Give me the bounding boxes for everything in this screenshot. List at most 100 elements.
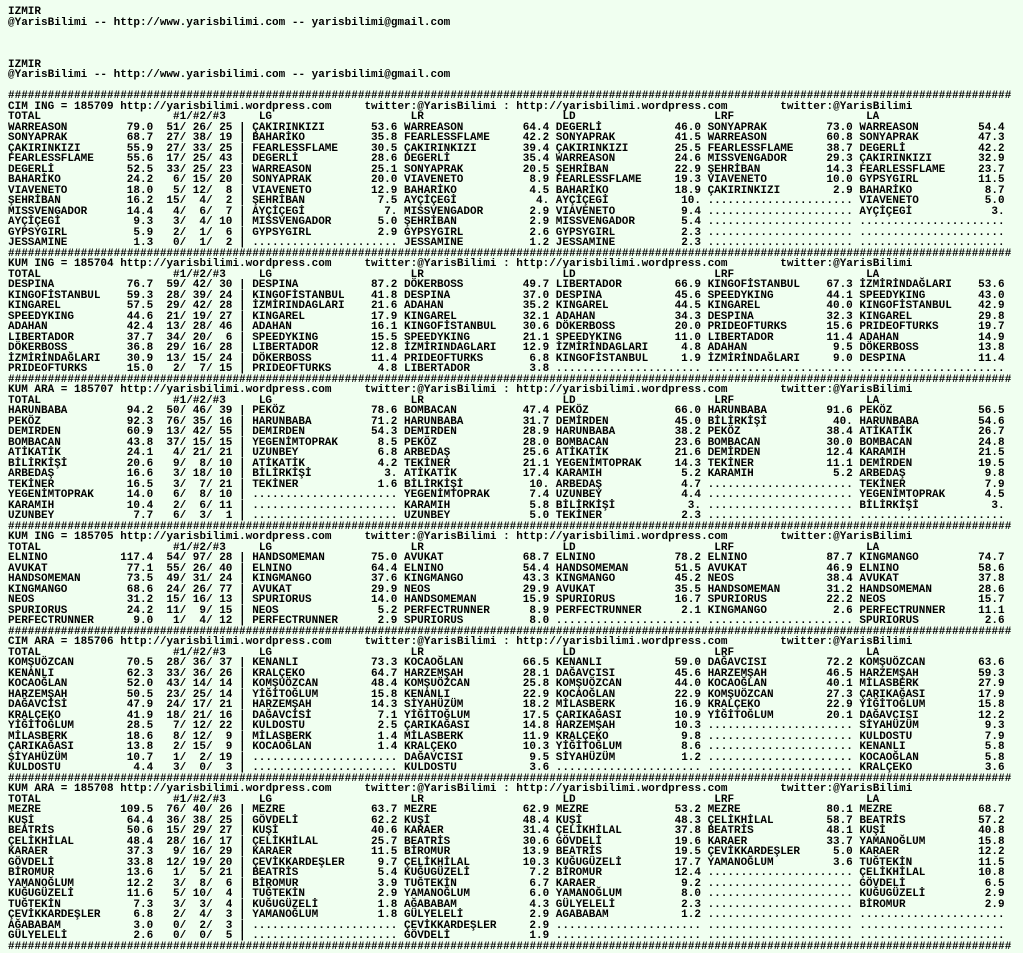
site-url: http://yarisbilimi.wordpress.com xyxy=(120,531,332,543)
column-header-lr: LR xyxy=(410,394,424,407)
column-divider: | xyxy=(238,699,246,711)
lg-score: 37.6 xyxy=(370,573,398,585)
colon: : xyxy=(503,384,510,396)
ld-horse: KINGMANGO xyxy=(555,573,616,585)
lrf-score: 38.4 xyxy=(826,573,853,585)
la-score: 37.8 xyxy=(978,573,1005,585)
la-empty: ...................... xyxy=(859,930,1005,942)
horse-name: TEKİNER xyxy=(8,478,55,491)
lr-score: 5.8 xyxy=(529,499,550,512)
colon: : xyxy=(503,636,510,648)
lrf-empty: ...................... xyxy=(707,730,853,743)
lr-score: 6.0 xyxy=(529,888,550,900)
total-score: 44.6 xyxy=(126,310,154,323)
lg-horse: LIBERTADOR xyxy=(252,342,319,354)
lr-horse: GYPSYGIRL xyxy=(403,226,464,239)
lrf-score: 67.3 xyxy=(826,279,853,291)
ld-score: 45.0 xyxy=(674,415,701,428)
lr-horse: KARAMIH xyxy=(404,499,451,512)
header-contact: @YarisBilimi -- http://www.yarisbilimi.c… xyxy=(8,16,451,29)
ld-horse: HARUNBABA xyxy=(555,426,616,438)
place-counts: 3/ 8/ 6 xyxy=(172,877,233,890)
horse-name: GYPSYGIRL xyxy=(8,226,68,239)
lg-score: 7. xyxy=(384,205,398,218)
la-score: 15.7 xyxy=(978,594,1005,606)
table-row: YEGENİMTOPRAK 14.0 6/ 8/ 10 |..............… xyxy=(8,490,1023,501)
column-divider: | xyxy=(238,825,246,837)
place-counts: 28/ 16/ 17 xyxy=(166,835,233,848)
site-url: http://yarisbilimi.wordpress.com xyxy=(120,258,332,270)
lr-score: 37.0 xyxy=(522,289,550,302)
lr-horse: KUĞUGÜZELİ xyxy=(403,867,470,879)
ld-score: 8.0 xyxy=(681,888,701,900)
ld-horse: ADAHAN xyxy=(555,310,596,323)
column-header-la: LA xyxy=(866,646,880,659)
table-row: MEZRE 109.5 76/ 40/ 26 | MEZRE 63.7 MEZRE 62.9 M… xyxy=(8,805,1023,816)
place-counts: 76/ 35/ 16 xyxy=(166,415,233,428)
lg-horse: KRALÇEKO xyxy=(252,667,305,680)
place-counts: 27/ 33/ 25 xyxy=(166,142,233,155)
twitter-handle: twitter:@YarisBilimi xyxy=(780,100,913,113)
la-horse: BOMBACAN xyxy=(859,436,913,449)
column-divider: | xyxy=(238,205,246,218)
la-horse: HARUNBABA xyxy=(859,415,919,428)
total-score: 62.3 xyxy=(126,667,154,680)
ld-score: 41.5 xyxy=(674,132,701,144)
lrf-score: 60.8 xyxy=(826,132,853,144)
lr-score: 1.9 xyxy=(529,930,550,942)
ld-empty: ...................... xyxy=(555,930,702,942)
horse-name: SPEEDYKING xyxy=(8,310,75,323)
lr-horse: KUŞİ xyxy=(403,814,431,827)
column-header-la: LA xyxy=(866,541,880,554)
total-score: 59.3 xyxy=(126,289,154,302)
table-row: ŞİYAHÜZÜM 10.7 1/ 2/ 19 |..................… xyxy=(8,751,1023,764)
table-row: KRALÇEKO 41.9 18/ 21/ 16 | DAĞAVCİSİ 7.1 YİĞİT… xyxy=(8,710,1023,722)
column-divider: | xyxy=(238,667,246,680)
column-divider: | xyxy=(238,583,246,596)
lg-score: 20.0 xyxy=(370,174,398,186)
lrf-horse: DEMİRDEN xyxy=(707,447,761,459)
horse-name: KUŞİ xyxy=(8,814,35,827)
column-header-lg: LG xyxy=(258,268,273,281)
place-counts: 28/ 36/ 37 xyxy=(166,657,233,669)
race-title: KUM ING = 185704 xyxy=(8,258,114,270)
column-header-row: TOTAL #1/#2/#3 LG LR LD LRF LA xyxy=(8,112,1023,123)
ld-horse: BAHARİKO xyxy=(555,184,609,197)
lr-horse: SPEEDYKING xyxy=(403,331,470,344)
lg-empty: ...................... xyxy=(252,489,398,501)
lr-horse: ATİKATİK xyxy=(403,468,457,480)
table-row: DÖKERBOSS 36.8 29/ 16/ 28 | LIBERTADOR 12.8 İZ… xyxy=(8,343,1023,354)
race-block: ########################################… xyxy=(8,374,1023,522)
horse-name: KOMŞUÖZCAN xyxy=(8,657,75,669)
lrf-horse: WARREASON xyxy=(707,132,767,144)
lg-horse: SONYAPRAK xyxy=(252,174,312,186)
total-score: 31.2 xyxy=(126,594,154,606)
lrf-score: 9.5 xyxy=(832,342,853,354)
horse-name: NEOS xyxy=(8,594,35,606)
lrf-horse: SONYAPRAK xyxy=(707,121,767,134)
ld-score: 51.5 xyxy=(674,562,701,575)
la-horse: BEATRİS xyxy=(859,814,906,827)
column-header-la: LA xyxy=(866,793,880,806)
la-horse: KINGAREL xyxy=(859,310,913,323)
lg-score: 14.0 xyxy=(370,594,398,606)
lr-horse: İZMİRINDAGLARI xyxy=(403,342,497,354)
ld-score: 4.8 xyxy=(681,342,701,354)
lg-horse: MEZRE xyxy=(252,804,286,816)
horse-name: ŞİYAHÜZÜM xyxy=(8,751,68,764)
table-row: ÇEVİKKARDEŞLER 6.8 2/ 4/ 3 | YAMANOĞLUM 1.8 GÜ… xyxy=(8,910,1023,921)
la-horse: SONYAPRAK xyxy=(859,132,919,144)
ld-horse: KRALÇEKO xyxy=(555,730,609,743)
total-score: 10.4 xyxy=(126,499,154,512)
lg-score: 75.0 xyxy=(370,552,398,564)
column-divider: | xyxy=(238,457,246,470)
ld-score: 9.2 xyxy=(681,877,701,890)
place-counts: 15/ 29/ 27 xyxy=(166,825,233,837)
lrf-horse: BİLİRKİŞİ xyxy=(707,415,767,428)
la-score: 3. xyxy=(991,205,1005,218)
lrf-score: 10.0 xyxy=(826,174,853,186)
place-counts: 3/ 7/ 21 xyxy=(172,478,233,491)
lg-horse: YEGENİMTOPRAK xyxy=(252,436,339,449)
lr-score: 2.9 xyxy=(529,909,550,921)
la-score: 15.8 xyxy=(978,835,1005,848)
